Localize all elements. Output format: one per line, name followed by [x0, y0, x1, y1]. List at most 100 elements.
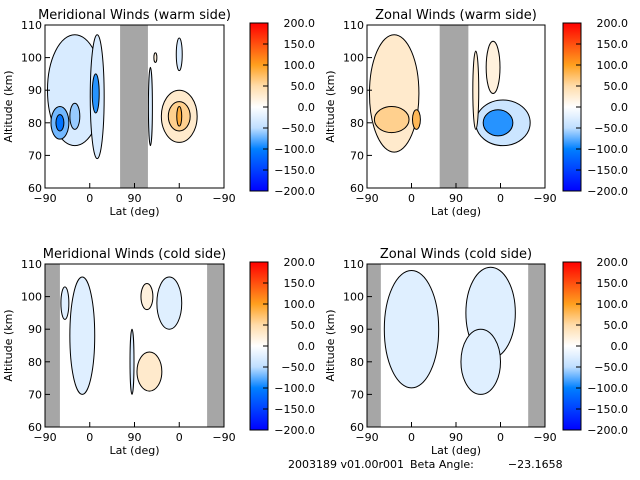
colorbar-tick-label: −150.0 — [587, 164, 628, 177]
x-axis-label: Lat (deg) — [110, 205, 160, 218]
contour-region — [485, 40, 501, 94]
colorbar-tick-label: −50.0 — [594, 361, 628, 374]
colorbar-tick-label: 100.0 — [284, 298, 316, 311]
contour-region — [176, 106, 183, 127]
contour-region — [129, 328, 135, 395]
contour-region — [69, 102, 81, 130]
colorbar-tick-label: 50.0 — [291, 80, 316, 93]
colorbar-tick-label: 0.0 — [298, 101, 316, 114]
y-axis-label: Altitude (km) — [324, 309, 337, 381]
x-tick-label: 0 — [86, 192, 93, 205]
x-axis-label: Lat (deg) — [431, 205, 481, 218]
x-tick-label: −90 — [212, 431, 235, 444]
colorbar-tick-label: −50.0 — [281, 361, 315, 374]
colorbar-tick-label: −200.0 — [274, 185, 315, 198]
contour-region — [55, 114, 65, 132]
x-tick-label: −90 — [355, 192, 378, 205]
colorbar-tick-label: −150.0 — [274, 403, 315, 416]
colorbar-tick-label: −200.0 — [587, 424, 628, 437]
colorbar-tick-label: −100.0 — [587, 143, 628, 156]
x-tick-label: 90 — [128, 431, 142, 444]
colorbar-tick-label: 150.0 — [597, 38, 629, 51]
y-tick-label: 60 — [28, 421, 42, 434]
contour-region — [175, 37, 183, 72]
colorbar-tick-label: 50.0 — [291, 319, 316, 332]
no-data-region — [120, 25, 148, 188]
colorbar-tick-label: −150.0 — [274, 164, 315, 177]
no-data-region — [367, 264, 381, 427]
x-tick-label: −90 — [533, 431, 556, 444]
colorbar-tick-label: 100.0 — [284, 59, 316, 72]
y-tick-label: 80 — [28, 356, 42, 369]
y-tick-label: 100 — [21, 52, 42, 65]
colorbar-tick-label: −200.0 — [274, 424, 315, 437]
beta-angle-value: −23.1658 — [507, 458, 563, 471]
y-tick-label: 110 — [21, 258, 42, 271]
colorbar-tick-label: −100.0 — [587, 382, 628, 395]
panel-4: Zonal Winds (cold side) 60 70 80 90 100 110 −90… — [324, 247, 628, 457]
x-tick-label: 0 — [408, 431, 415, 444]
y-tick-label: 90 — [28, 84, 42, 97]
x-tick-label: 90 — [449, 431, 463, 444]
y-axis-label: Altitude (km) — [2, 309, 15, 381]
x-tick-label: 90 — [449, 192, 463, 205]
colorbar-tick-label: −100.0 — [274, 143, 315, 156]
colorbar-tick-label: 200.0 — [284, 17, 316, 30]
colorbar-tick-label: 150.0 — [597, 277, 629, 290]
contour-region — [373, 106, 410, 134]
x-tick-label: −90 — [355, 431, 378, 444]
colorbar-tick-label: 50.0 — [604, 80, 629, 93]
contour-region — [136, 351, 163, 392]
y-tick-label: 100 — [21, 291, 42, 304]
contour-region — [156, 276, 183, 330]
panel-title: Zonal Winds (warm side) — [375, 8, 537, 23]
x-tick-label: 0 — [176, 192, 183, 205]
y-tick-label: 70 — [350, 149, 364, 162]
beta-angle-label: Beta Angle: — [410, 458, 474, 471]
x-tick-label: 0 — [497, 192, 504, 205]
colorbar-tick-label: −50.0 — [594, 122, 628, 135]
y-tick-label: 110 — [21, 19, 42, 32]
contour-region — [383, 270, 440, 389]
x-axis-label: Lat (deg) — [110, 444, 160, 457]
y-tick-label: 110 — [343, 258, 364, 271]
x-tick-label: 0 — [408, 192, 415, 205]
no-data-region — [439, 25, 469, 188]
colorbar-tick-label: −200.0 — [587, 185, 628, 198]
y-tick-label: 80 — [350, 356, 364, 369]
y-tick-label: 80 — [28, 117, 42, 130]
x-tick-label: −90 — [33, 192, 56, 205]
y-tick-label: 90 — [350, 323, 364, 336]
contour-region — [147, 66, 153, 147]
colorbar-tick-label: −100.0 — [274, 382, 315, 395]
y-tick-label: 100 — [343, 52, 364, 65]
x-axis-label: Lat (deg) — [431, 444, 481, 457]
contour-region — [140, 283, 154, 311]
y-axis-label: Altitude (km) — [324, 70, 337, 142]
colorbar-tick-label: 100.0 — [597, 298, 629, 311]
x-tick-label: 0 — [86, 431, 93, 444]
colorbar-tick-label: 150.0 — [284, 277, 316, 290]
y-tick-label: 60 — [350, 421, 364, 434]
y-tick-label: 60 — [350, 182, 364, 195]
colorbar-tick-label: 0.0 — [611, 101, 629, 114]
panel-title: Meridional Winds (warm side) — [38, 8, 231, 23]
y-tick-label: 80 — [350, 117, 364, 130]
contour-region — [472, 50, 480, 130]
y-tick-label: 70 — [350, 388, 364, 401]
colorbar-tick-label: 200.0 — [597, 17, 629, 30]
y-tick-label: 90 — [28, 323, 42, 336]
colorbar-tick-label: −50.0 — [281, 122, 315, 135]
colorbar-tick-label: 50.0 — [604, 319, 629, 332]
y-tick-label: 110 — [343, 19, 364, 32]
y-tick-label: 70 — [28, 388, 42, 401]
colorbar-tick-label: 200.0 — [597, 256, 629, 269]
contour-region — [482, 109, 514, 137]
y-axis-label: Altitude (km) — [2, 70, 15, 142]
x-tick-label: 90 — [128, 192, 142, 205]
contour-region — [60, 286, 70, 320]
contour-region — [460, 328, 502, 395]
panel-2: Zonal Winds (warm side) 60 70 80 90 100 110 −90… — [324, 8, 628, 218]
contour-region — [368, 34, 420, 153]
